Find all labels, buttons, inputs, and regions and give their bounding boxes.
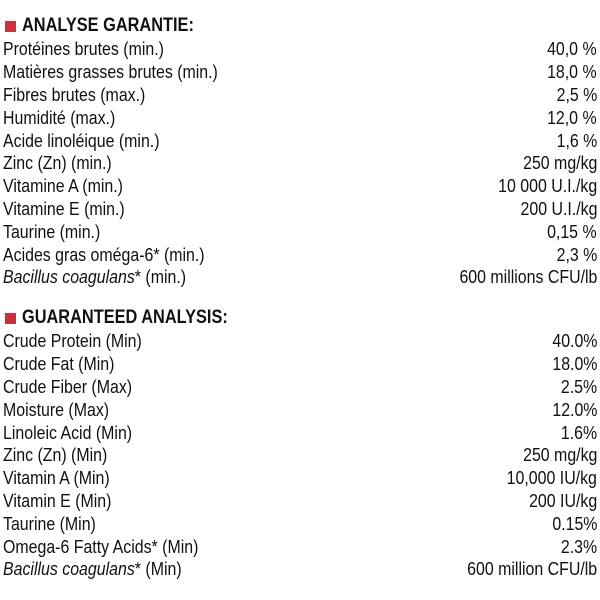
section-title: GUARANTEED ANALYSIS:: [22, 307, 228, 328]
analysis-row: Vitamin A (Min) 10,000 IU/kg: [3, 467, 597, 490]
analysis-row: Matières grasses brutes (min.) 18,0 %: [3, 61, 597, 84]
section: ANALYSE GARANTIE: Protéines brutes (min.)…: [3, 14, 597, 289]
row-label-text: Zinc (Zn) (min.): [3, 152, 112, 174]
row-value: 10 000 U.I./kg: [497, 175, 597, 197]
analysis-row: Zinc (Zn) (Min) 250 mg/kg: [3, 444, 597, 467]
row-label-text: Linoleic Acid (Min): [3, 421, 133, 443]
analysis-row: Fibres brutes (max.) 2,5 %: [3, 84, 597, 107]
row-value: 2.5%: [560, 375, 597, 397]
red-square: [5, 20, 16, 32]
row-label-text: Acide linoléique (min.): [3, 129, 160, 151]
row-label: Protéines brutes (min.): [3, 38, 164, 60]
analysis-row: Protéines brutes (min.) 40,0 %: [3, 38, 597, 61]
section: GUARANTEED ANALYSIS: Crude Protein (Min) 4…: [3, 306, 597, 581]
row-label: Linoleic Acid (Min): [3, 422, 132, 444]
analysis-row: Acides gras oméga-6* (min.) 2,3 %: [3, 243, 597, 266]
row-label: Acide linoléique (min.): [3, 130, 160, 152]
analysis-row: Crude Protein (Min) 40.0%: [3, 330, 597, 353]
row-label-text: Moisture (Max): [3, 398, 110, 420]
analysis-row: Moisture (Max) 12.0%: [3, 398, 597, 421]
analysis-row: Taurine (min.) 0,15 %: [3, 220, 597, 243]
row-label-text: Vitamine E (min.): [3, 197, 125, 219]
row-label-text: Crude Protein (Min): [3, 330, 142, 352]
row-label: Fibres brutes (max.): [3, 84, 145, 106]
analysis-row: Bacillus coagulans* (min.) 600 millions C…: [3, 266, 597, 289]
row-label: Bacillus coagulans* (Min): [3, 558, 182, 580]
row-value: 0,15 %: [547, 220, 597, 242]
analysis-row: Omega-6 Fatty Acids* (Min) 2.3%: [3, 535, 597, 558]
row-value: 250 mg/kg: [522, 152, 597, 174]
row-label-text: Humidité (max.): [3, 106, 116, 128]
row-label-text: Vitamin A (Min): [3, 467, 110, 489]
row-label-italic: Bacillus coagulans: [3, 558, 135, 580]
row-value: 2,3 %: [556, 243, 597, 265]
row-value: 0.15%: [551, 512, 597, 534]
row-label-text: * (min.): [134, 266, 187, 288]
row-label: Crude Fat (Min): [3, 353, 114, 375]
analysis-row: Taurine (Min) 0.15%: [3, 512, 597, 535]
row-label-text: Acides gras oméga-6* (min.): [3, 243, 205, 265]
row-label: Taurine (Min): [3, 513, 96, 535]
red-square: [5, 312, 16, 324]
row-value: 40,0 %: [547, 38, 597, 60]
row-label-text: Taurine (min.): [3, 220, 101, 242]
row-value: 18,0 %: [547, 61, 597, 83]
section-heading: GUARANTEED ANALYSIS:: [3, 306, 597, 330]
row-label: Vitamin A (Min): [3, 467, 110, 489]
section-title: ANALYSE GARANTIE:: [22, 15, 194, 36]
analysis-row: Acide linoléique (min.) 1,6 %: [3, 129, 597, 152]
row-label: Zinc (Zn) (Min): [3, 444, 107, 466]
row-value: 40.0%: [551, 330, 597, 352]
row-value: 600 millions CFU/lb: [459, 266, 597, 288]
row-value: 12,0 %: [547, 106, 597, 128]
row-value: 2.3%: [560, 535, 597, 557]
row-label: Taurine (min.): [3, 221, 100, 243]
row-value: 200 U.I./kg: [520, 197, 597, 219]
row-value: 10,000 IU/kg: [506, 467, 597, 489]
row-label: Vitamine E (min.): [3, 198, 125, 220]
row-label-text: Taurine (Min): [3, 512, 96, 534]
row-value: 200 IU/kg: [528, 489, 597, 511]
row-label-text: Omega-6 Fatty Acids* (Min): [3, 535, 199, 557]
row-label-text: Protéines brutes (min.): [3, 38, 164, 60]
analysis-row: Zinc (Zn) (min.) 250 mg/kg: [3, 152, 597, 175]
row-label-text: * (Min): [134, 558, 182, 580]
row-label: Humidité (max.): [3, 107, 115, 129]
row-label-text: Crude Fiber (Max): [3, 375, 133, 397]
row-label: Matières grasses brutes (min.): [3, 61, 218, 83]
row-value: 18.0%: [551, 353, 597, 375]
row-label-text: Matières grasses brutes (min.): [3, 61, 218, 83]
row-label-text: Vitamine A (min.): [3, 175, 123, 197]
row-value: 600 million CFU/lb: [467, 558, 597, 580]
row-label: Zinc (Zn) (min.): [3, 152, 112, 174]
analysis-row: Humidité (max.) 12,0 %: [3, 106, 597, 129]
row-label: Crude Fiber (Max): [3, 376, 132, 398]
row-value: 1.6%: [560, 421, 597, 443]
row-label-italic: Bacillus coagulans: [3, 266, 135, 288]
row-label: Crude Protein (Min): [3, 330, 142, 352]
analysis-row: Bacillus coagulans* (Min) 600 million CFU…: [3, 558, 597, 581]
analysis-row: Vitamin E (Min) 200 IU/kg: [3, 490, 597, 513]
row-label: Vitamin E (Min): [3, 490, 111, 512]
section-heading: ANALYSE GARANTIE:: [3, 14, 597, 38]
row-label-text: Vitamin E (Min): [3, 489, 112, 511]
row-value: 2,5 %: [556, 83, 597, 105]
row-label: Omega-6 Fatty Acids* (Min): [3, 536, 198, 558]
row-value: 1,6 %: [556, 129, 597, 151]
analysis-row: Crude Fat (Min) 18.0%: [3, 353, 597, 376]
analysis-row: Vitamine E (min.) 200 U.I./kg: [3, 198, 597, 221]
row-label-text: Fibres brutes (max.): [3, 83, 146, 105]
row-value: 12.0%: [551, 398, 597, 420]
row-value: 250 mg/kg: [522, 444, 597, 466]
analysis-row: Crude Fiber (Max) 2.5%: [3, 376, 597, 399]
analysis-row: Vitamine A (min.) 10 000 U.I./kg: [3, 175, 597, 198]
row-label: Vitamine A (min.): [3, 175, 123, 197]
row-label-text: Zinc (Zn) (Min): [3, 444, 108, 466]
row-label: Moisture (Max): [3, 399, 109, 421]
row-label-text: Crude Fat (Min): [3, 353, 115, 375]
row-label: Bacillus coagulans* (min.): [3, 266, 186, 288]
analysis-row: Linoleic Acid (Min) 1.6%: [3, 421, 597, 444]
row-label: Acides gras oméga-6* (min.): [3, 244, 205, 266]
